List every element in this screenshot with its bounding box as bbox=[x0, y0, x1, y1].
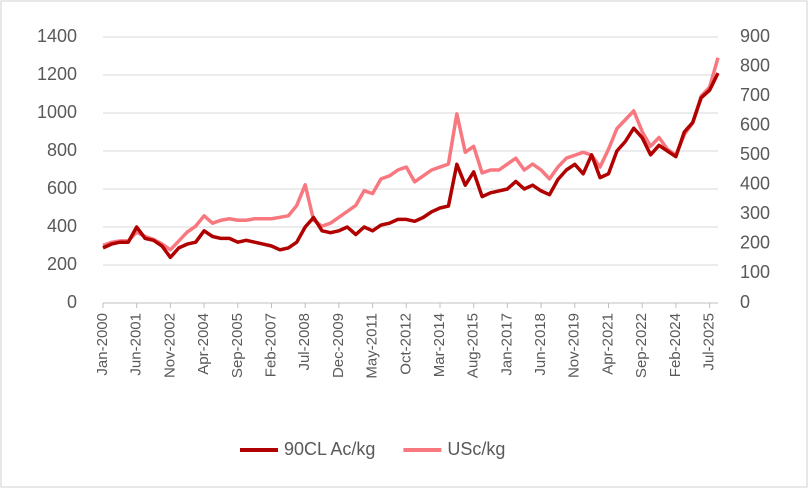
y-tick-label: 0 bbox=[67, 292, 77, 312]
x-tick-label: May-2011 bbox=[364, 313, 381, 379]
y2-tick-label: 900 bbox=[740, 26, 770, 46]
x-tick-label: Aug-2015 bbox=[465, 313, 482, 378]
x-tick-label: Jun-2001 bbox=[128, 313, 145, 376]
x-tick-label: Nov-2002 bbox=[161, 313, 178, 378]
y-tick-label: 200 bbox=[47, 254, 77, 274]
x-tick-label: Apr-2021 bbox=[599, 313, 616, 375]
y2-tick-label: 500 bbox=[740, 144, 770, 164]
legend-label: 90CL Ac/kg bbox=[284, 439, 375, 459]
y2-tick-label: 300 bbox=[740, 203, 770, 223]
x-tick-label: Nov-2019 bbox=[566, 313, 583, 378]
x-tick-label: Jan-2017 bbox=[498, 313, 515, 376]
series-line bbox=[102, 72, 720, 260]
x-tick-label: Sep-2005 bbox=[229, 313, 246, 378]
y2-tick-label: 700 bbox=[740, 85, 770, 105]
y-tick-label: 1400 bbox=[37, 26, 77, 46]
y-tick-label: 400 bbox=[47, 216, 77, 236]
x-tick-label: Jul-2025 bbox=[701, 313, 718, 371]
x-tick-label: Sep-2022 bbox=[633, 313, 650, 378]
y2-tick-label: 100 bbox=[740, 262, 770, 282]
y-tick-label: 600 bbox=[47, 178, 77, 198]
x-tick-label: Dec-2009 bbox=[330, 313, 347, 378]
y2-tick-label: 0 bbox=[740, 292, 750, 312]
y-tick-label: 1200 bbox=[37, 64, 77, 84]
legend-label: USc/kg bbox=[447, 439, 505, 459]
y2-tick-label: 600 bbox=[740, 114, 770, 134]
y-tick-label: 800 bbox=[47, 140, 77, 160]
x-tick-label: Apr-2004 bbox=[195, 313, 212, 375]
x-tick-label: Feb-2024 bbox=[667, 313, 684, 377]
y2-tick-label: 200 bbox=[740, 233, 770, 253]
x-tick-label: Feb-2007 bbox=[262, 313, 279, 377]
x-tick-label: Jun-2018 bbox=[532, 313, 549, 376]
x-tick-label: Jul-2008 bbox=[296, 313, 313, 371]
x-tick-label: Mar-2014 bbox=[431, 313, 448, 377]
y2-tick-label: 400 bbox=[740, 174, 770, 194]
y2-tick-label: 800 bbox=[740, 55, 770, 75]
series-line bbox=[102, 57, 720, 252]
x-tick-label: Oct-2012 bbox=[397, 313, 414, 375]
y-tick-label: 1000 bbox=[37, 102, 77, 122]
x-tick-label: Jan-2000 bbox=[94, 313, 111, 376]
